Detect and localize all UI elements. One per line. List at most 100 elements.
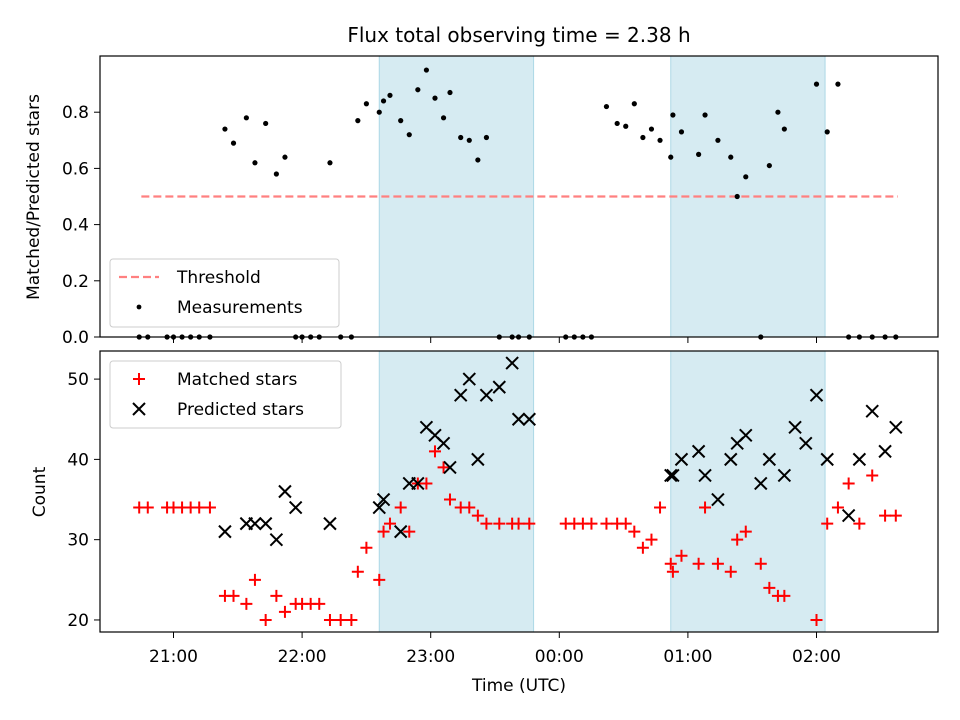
- matched-star-point: [428, 445, 441, 458]
- predicted-star-point: [691, 444, 706, 459]
- matched-star-points: [133, 445, 902, 626]
- matched-star-point: [628, 525, 641, 538]
- predicted-star-point: [820, 452, 834, 467]
- top-legend: Threshold Measurements: [109, 258, 340, 328]
- matched-star-point: [585, 517, 598, 530]
- predicted-star-point: [889, 420, 903, 434]
- measurement-point: [734, 193, 740, 200]
- x-tick-label: 00:00: [535, 647, 584, 667]
- matched-star-point: [666, 565, 679, 578]
- measurement-point: [458, 134, 464, 141]
- chart-title: Flux total observing time = 2.38 h: [347, 23, 690, 47]
- top-y-axis-label: Matched/Predicted stars: [24, 94, 44, 300]
- predicted-star-point: [258, 516, 273, 531]
- matched-star-point: [619, 517, 632, 530]
- measurement-point: [614, 120, 620, 127]
- predicted-star-point: [762, 452, 777, 467]
- predicted-star-point: [323, 516, 337, 531]
- bottom-y-axis: 20 30 40 50: [67, 370, 100, 631]
- matched-star-point: [313, 597, 326, 610]
- matched-star-point: [664, 557, 677, 570]
- predicted-star-point: [788, 420, 802, 434]
- predicted-star-point: [278, 484, 292, 499]
- measurement-point: [678, 129, 685, 135]
- matched-star-point: [763, 581, 776, 594]
- matched-star-point: [420, 477, 433, 490]
- measurement-point: [398, 118, 404, 124]
- matched-star-point: [360, 541, 373, 554]
- measurement-point: [835, 81, 841, 87]
- matched-star-point: [636, 541, 649, 554]
- matched-star-point: [778, 589, 791, 602]
- y-tick-label: 20: [67, 611, 89, 631]
- predicted-star-point: [522, 412, 537, 426]
- predicted-star-point: [453, 388, 468, 402]
- matched-star-point: [831, 501, 844, 514]
- x-tick-label: 01:00: [663, 647, 712, 667]
- x-tick-label: 23:00: [406, 647, 455, 667]
- matched-star-point: [259, 613, 272, 626]
- measurement-point: [447, 89, 453, 96]
- matched-star-point: [383, 517, 396, 530]
- matched-star-point: [471, 509, 484, 522]
- matched-star-point: [711, 557, 724, 570]
- predicted-star-point: [443, 460, 457, 475]
- predicted-star-point: [809, 388, 824, 402]
- legend-measurements-label: Measurements: [177, 298, 303, 318]
- legend-matched-swatch: [133, 373, 145, 385]
- matched-star-point: [373, 573, 386, 586]
- measurement-point: [355, 118, 361, 124]
- matched-star-point: [654, 501, 667, 514]
- predicted-star-point: [711, 492, 725, 507]
- x-tick-label: 22:00: [278, 647, 327, 667]
- x-tick-label: 21:00: [149, 647, 198, 667]
- measurement-point: [475, 157, 481, 163]
- measurement-point: [363, 101, 369, 107]
- measurement-point: [380, 98, 387, 104]
- measurement-point: [766, 162, 772, 169]
- matched-star-point: [889, 509, 902, 522]
- predicted-star-point: [393, 524, 408, 539]
- legend-measurement-swatch: [136, 304, 142, 310]
- predicted-star-points: [218, 356, 903, 547]
- matched-star-point: [724, 565, 737, 578]
- matched-star-point: [193, 501, 206, 514]
- matched-star-point: [270, 589, 283, 602]
- matched-star-point: [879, 509, 892, 522]
- matched-star-point: [394, 501, 407, 514]
- predicted-star-point: [471, 452, 485, 467]
- y-tick-label: 0.2: [62, 272, 89, 292]
- predicted-star-point: [505, 356, 519, 370]
- predicted-star-point: [878, 444, 892, 459]
- shaded-interval: [670, 350, 826, 633]
- predicted-star-point: [248, 516, 262, 531]
- bottom-axes-frame: [99, 350, 939, 633]
- predicted-star-point: [698, 468, 712, 483]
- bottom-y-axis-label: Count: [30, 466, 50, 517]
- matched-star-point: [443, 493, 456, 506]
- matched-star-point: [345, 613, 358, 626]
- matched-star-point: [523, 517, 536, 530]
- measurement-point: [631, 101, 637, 107]
- predicted-star-point: [479, 388, 494, 402]
- predicted-star-point: [462, 372, 476, 386]
- measurement-point: [243, 115, 249, 121]
- measurement-point: [273, 171, 279, 177]
- measurement-point: [440, 115, 447, 121]
- matched-star-point: [278, 605, 291, 618]
- measurement-point: [743, 174, 749, 180]
- predicted-star-point: [492, 380, 506, 394]
- matched-star-point: [692, 557, 705, 570]
- measurement-point: [603, 103, 610, 110]
- matched-star-point: [248, 573, 261, 586]
- matched-star-point: [463, 501, 476, 514]
- matched-star-point: [141, 501, 154, 514]
- matched-star-point: [810, 613, 823, 626]
- matched-star-point: [351, 565, 364, 578]
- predicted-star-point: [799, 436, 813, 451]
- y-tick-label: 0.4: [62, 216, 89, 236]
- measurement-point: [640, 134, 646, 141]
- predicted-star-point: [376, 492, 391, 507]
- matched-star-point: [480, 517, 493, 530]
- legend-matched-label: Matched stars: [177, 370, 297, 390]
